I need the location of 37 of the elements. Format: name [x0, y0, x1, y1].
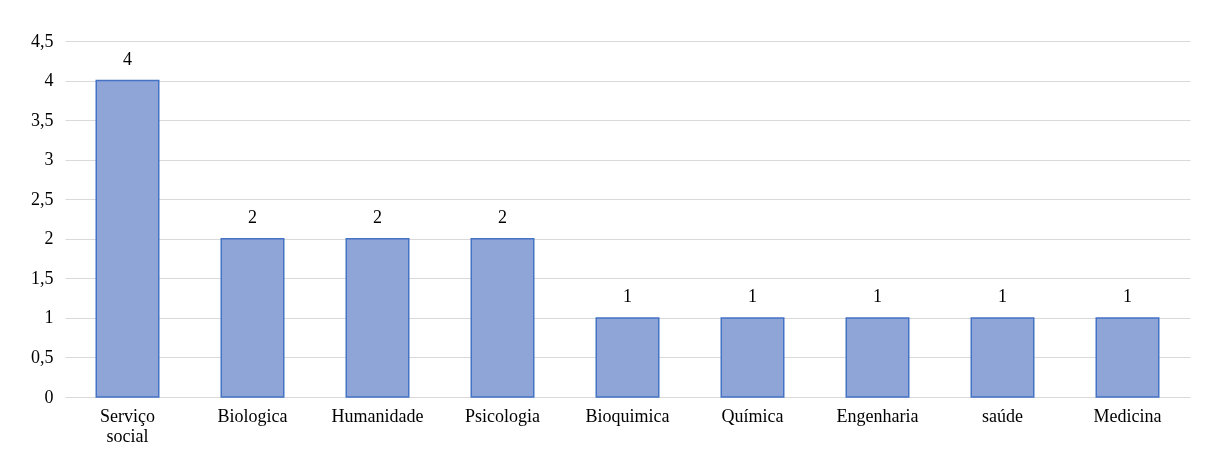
data-label: 4 [123, 48, 132, 69]
y-tick-label: 1 [44, 307, 54, 328]
y-tick-label: 1,5 [31, 267, 54, 288]
bar [470, 238, 535, 398]
data-label: 1 [873, 285, 882, 306]
data-label: 1 [998, 285, 1007, 306]
x-tick-label: Medicina [1093, 405, 1162, 426]
x-tick-label: Engenharia [836, 405, 919, 426]
data-label: 2 [373, 206, 382, 227]
data-label: 2 [498, 206, 507, 227]
x-tick-label: Psicologia [465, 405, 541, 426]
y-tick-label: 0 [44, 386, 54, 407]
bar [970, 317, 1035, 398]
data-label: 1 [1123, 285, 1132, 306]
x-tick-label: Serviço social [100, 405, 155, 446]
bar [845, 317, 910, 398]
bar [220, 238, 285, 398]
x-tick-label: saúde [982, 405, 1023, 426]
data-label: 2 [248, 206, 257, 227]
data-label: 1 [748, 285, 757, 306]
x-tick-label: Biologica [217, 405, 288, 426]
y-tick-label: 3,5 [31, 109, 54, 130]
bar [720, 317, 785, 398]
bar [1095, 317, 1160, 398]
y-tick-label: 3 [44, 149, 54, 170]
bar [345, 238, 410, 398]
x-tick-label: Humanidade [331, 405, 424, 426]
y-tick-label: 2,5 [31, 188, 54, 209]
x-tick-label: Química [721, 405, 784, 426]
bar [595, 317, 660, 398]
bar [95, 79, 160, 398]
x-tick-label: Bioquimica [585, 405, 670, 426]
y-tick-label: 4 [44, 70, 54, 91]
y-tick-label: 4,5 [31, 30, 54, 51]
data-label: 1 [623, 285, 632, 306]
y-tick-label: 0,5 [31, 346, 54, 367]
y-tick-label: 2 [44, 228, 54, 249]
